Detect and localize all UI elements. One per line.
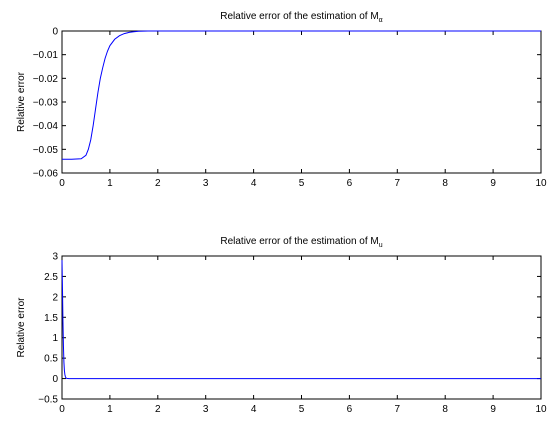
bottom-xtick-label: 1 — [107, 404, 113, 415]
top-plot: 0 1 2 3 4 5 6 7 8 9 10 −0.06 −0.05 −0.04 −0.03 −0.02 −0.… — [16, 11, 547, 189]
bottom-xtick-label: 10 — [535, 404, 547, 415]
top-xtick-label: 3 — [203, 178, 209, 189]
top-ytick-label: −0.01 — [33, 50, 59, 61]
bottom-ytick-label: 0 — [52, 374, 58, 385]
bottom-ytick-label: 3 — [52, 252, 58, 263]
top-xtick-label: 8 — [442, 178, 448, 189]
bottom-xtick-label: 0 — [59, 404, 65, 415]
bottom-ylabel: Relative error — [16, 297, 27, 358]
bottom-xtick-label: 6 — [347, 404, 353, 415]
top-xtick-label: 6 — [347, 178, 353, 189]
top-series-line — [62, 30, 541, 160]
bottom-xtick-label: 7 — [395, 404, 401, 415]
bottom-series-line — [61, 260, 541, 380]
top-ytick-label: −0.02 — [33, 74, 59, 85]
top-xtick-label: 10 — [535, 178, 547, 189]
bottom-xtick-label: 5 — [299, 404, 305, 415]
bottom-ytick-label: 1 — [52, 333, 58, 344]
top-ytick-label: −0.03 — [33, 98, 59, 109]
bottom-ytick-label: 2 — [52, 292, 58, 303]
top-ytick-label: 0 — [52, 27, 58, 38]
top-ylabel: Relative error — [16, 71, 27, 132]
top-xtick-label: 9 — [490, 178, 496, 189]
bottom-ytick-label: 2.5 — [44, 272, 58, 283]
bottom-xtick-label: 2 — [155, 404, 161, 415]
bottom-plot-title-subscript: u — [379, 242, 383, 249]
top-xtick-label: 5 — [299, 178, 305, 189]
bottom-ytick-label: 1.5 — [44, 313, 58, 324]
bottom-ytick-label: 0.5 — [44, 354, 58, 365]
top-plot-title-main: Relative error of the estimation of M — [220, 11, 378, 22]
bottom-xtick-label: 4 — [251, 404, 257, 415]
top-plot-title-subscript: α — [379, 17, 383, 24]
bottom-xtick-label: 3 — [203, 404, 209, 415]
top-plot-title: Relative error of the estimation of Mα — [220, 11, 382, 24]
bottom-plot-title-main: Relative error of the estimation of M — [220, 236, 378, 247]
top-ytick-label: −0.05 — [33, 145, 59, 156]
top-xtick-label: 4 — [251, 178, 257, 189]
top-xtick-label: 2 — [155, 178, 161, 189]
bottom-xtick-label: 9 — [490, 404, 496, 415]
bottom-ytick-label: −0.5 — [38, 395, 58, 406]
top-axes-frame — [61, 30, 542, 174]
top-ytick-label: −0.04 — [33, 121, 59, 132]
top-xtick-label: 7 — [395, 178, 401, 189]
top-xtick-label: 1 — [107, 178, 113, 189]
bottom-axes-frame — [61, 255, 542, 400]
bottom-plot-title: Relative error of the estimation of Mu — [220, 236, 382, 249]
top-ytick-label: −0.06 — [33, 169, 59, 180]
top-xtick-label: 0 — [59, 178, 65, 189]
bottom-xtick-label: 8 — [442, 404, 448, 415]
